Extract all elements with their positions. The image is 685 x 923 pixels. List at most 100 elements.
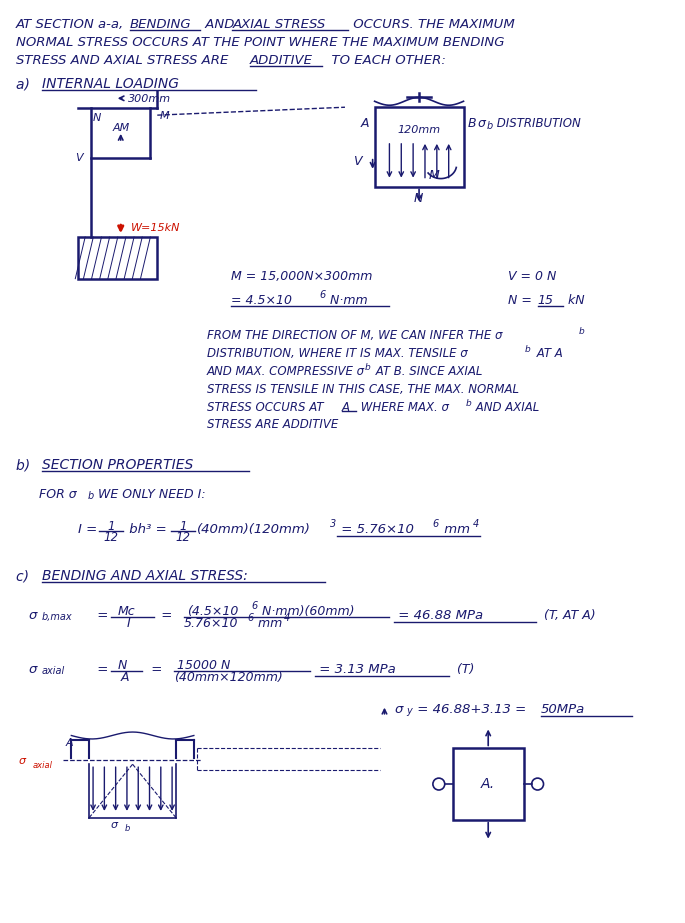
Text: AM: AM [113, 123, 130, 133]
Text: b): b) [16, 458, 34, 472]
Text: AND MAX. COMPRESSIVE σ: AND MAX. COMPRESSIVE σ [207, 365, 365, 378]
Text: AXIAL STRESS: AXIAL STRESS [232, 18, 325, 31]
Text: b,max: b,max [42, 612, 73, 621]
Text: bh³ =: bh³ = [125, 523, 171, 536]
Text: 12: 12 [175, 532, 190, 545]
Text: B: B [467, 117, 476, 130]
Text: SECTION PROPERTIES: SECTION PROPERTIES [42, 458, 193, 472]
Bar [375, 107, 464, 186]
Text: 6: 6 [433, 520, 439, 530]
Text: NORMAL STRESS OCCURS AT THE POINT WHERE THE MAXIMUM BENDING: NORMAL STRESS OCCURS AT THE POINT WHERE … [16, 36, 505, 49]
Text: y: y [406, 706, 412, 715]
Text: mm: mm [254, 617, 282, 629]
Text: 6: 6 [247, 613, 253, 623]
Text: kN: kN [564, 294, 585, 306]
Text: WE ONLY NEED I:: WE ONLY NEED I: [94, 487, 206, 501]
Text: =: = [147, 663, 167, 677]
Text: 1: 1 [179, 521, 187, 533]
Text: V = 0 N: V = 0 N [508, 270, 556, 282]
Text: 3: 3 [330, 520, 336, 530]
Text: = 5.76×10: = 5.76×10 [337, 523, 414, 536]
Text: M = 15,000N×300mm: M = 15,000N×300mm [232, 270, 373, 282]
Text: = 46.88+3.13 =: = 46.88+3.13 = [413, 702, 531, 716]
Text: 4: 4 [284, 613, 290, 623]
Text: M: M [429, 169, 440, 182]
Text: b: b [579, 328, 585, 336]
Text: M: M [159, 111, 169, 121]
Text: 15000 N: 15000 N [177, 659, 230, 672]
Text: σ: σ [477, 117, 485, 130]
Text: 15: 15 [538, 294, 553, 306]
Text: N: N [93, 114, 101, 123]
Text: (4.5×10: (4.5×10 [187, 605, 238, 617]
Text: INTERNAL LOADING: INTERNAL LOADING [42, 78, 179, 91]
Text: ADDITIVE: ADDITIVE [250, 54, 313, 66]
Text: STRESS OCCURS AT: STRESS OCCURS AT [207, 401, 327, 414]
Text: (40mm×120mm): (40mm×120mm) [174, 671, 283, 684]
Text: BENDING: BENDING [129, 18, 191, 31]
Text: =: = [93, 608, 113, 622]
Text: 12: 12 [103, 532, 119, 545]
Text: 4: 4 [473, 520, 479, 530]
Text: a): a) [16, 78, 34, 91]
Text: 300mm: 300mm [127, 94, 171, 104]
Text: AND AXIAL: AND AXIAL [473, 401, 540, 414]
Text: WHERE MAX. σ: WHERE MAX. σ [357, 401, 449, 414]
Text: σ: σ [395, 702, 403, 716]
Text: (T, AT A): (T, AT A) [540, 608, 595, 622]
Text: b: b [525, 345, 530, 354]
Text: = 46.88 MPa: = 46.88 MPa [395, 608, 484, 622]
Text: axial: axial [42, 666, 65, 677]
Text: FROM THE DIRECTION OF M, WE CAN INFER THE σ: FROM THE DIRECTION OF M, WE CAN INFER TH… [207, 330, 502, 342]
Text: A: A [121, 671, 129, 684]
Text: (40mm)(120mm): (40mm)(120mm) [197, 523, 311, 536]
Text: FOR σ: FOR σ [39, 487, 76, 501]
Bar [78, 237, 158, 279]
Text: V: V [75, 153, 83, 162]
Text: b: b [125, 823, 130, 833]
Text: N·mm)(60mm): N·mm)(60mm) [258, 605, 355, 617]
Text: b: b [364, 363, 371, 372]
Text: A: A [342, 401, 350, 414]
Text: N: N [118, 659, 127, 672]
Text: I: I [127, 617, 130, 629]
Text: 1: 1 [107, 521, 114, 533]
Text: TO EACH OTHER:: TO EACH OTHER: [323, 54, 446, 66]
Text: STRESS IS TENSILE IN THIS CASE, THE MAX. NORMAL: STRESS IS TENSILE IN THIS CASE, THE MAX.… [207, 383, 519, 396]
Text: I =: I = [78, 523, 102, 536]
Text: AND: AND [201, 18, 238, 31]
Text: W=15kN: W=15kN [131, 223, 180, 234]
Text: 6: 6 [319, 290, 325, 300]
Text: V: V [353, 155, 362, 168]
Text: A: A [361, 117, 369, 130]
Text: DISTRIBUTION, WHERE IT IS MAX. TENSILE σ: DISTRIBUTION, WHERE IT IS MAX. TENSILE σ [207, 347, 467, 360]
Text: mm: mm [440, 523, 470, 536]
Text: STRESS AND AXIAL STRESS ARE: STRESS AND AXIAL STRESS ARE [16, 54, 237, 66]
Text: Mc: Mc [118, 605, 136, 617]
Text: AT SECTION a-a,: AT SECTION a-a, [16, 18, 133, 31]
Text: A: A [65, 738, 73, 749]
Text: 120mm: 120mm [397, 125, 440, 135]
Text: = 4.5×10: = 4.5×10 [232, 294, 292, 306]
Text: STRESS ARE ADDITIVE: STRESS ARE ADDITIVE [207, 418, 338, 431]
Text: 5.76×10: 5.76×10 [184, 617, 238, 629]
Text: b: b [486, 121, 493, 131]
Text: OCCURS. THE MAXIMUM: OCCURS. THE MAXIMUM [349, 18, 514, 31]
Text: σ: σ [19, 756, 26, 766]
Text: axial: axial [33, 761, 53, 771]
Text: (T): (T) [453, 663, 474, 677]
Text: AT B. SINCE AXIAL: AT B. SINCE AXIAL [372, 365, 482, 378]
Text: = 3.13 MPa: = 3.13 MPa [315, 663, 396, 677]
Text: 50MPa: 50MPa [540, 702, 585, 716]
Text: =: = [93, 663, 113, 677]
Text: =: = [158, 608, 177, 622]
Text: N·mm: N·mm [326, 294, 368, 306]
Text: σ: σ [29, 608, 37, 622]
Text: BENDING AND AXIAL STRESS:: BENDING AND AXIAL STRESS: [42, 569, 247, 583]
Text: AT A: AT A [533, 347, 562, 360]
Text: b: b [87, 491, 93, 501]
Text: 6: 6 [251, 601, 258, 611]
Bar [453, 749, 524, 820]
Text: A.: A. [481, 777, 495, 791]
Text: b: b [466, 399, 471, 408]
